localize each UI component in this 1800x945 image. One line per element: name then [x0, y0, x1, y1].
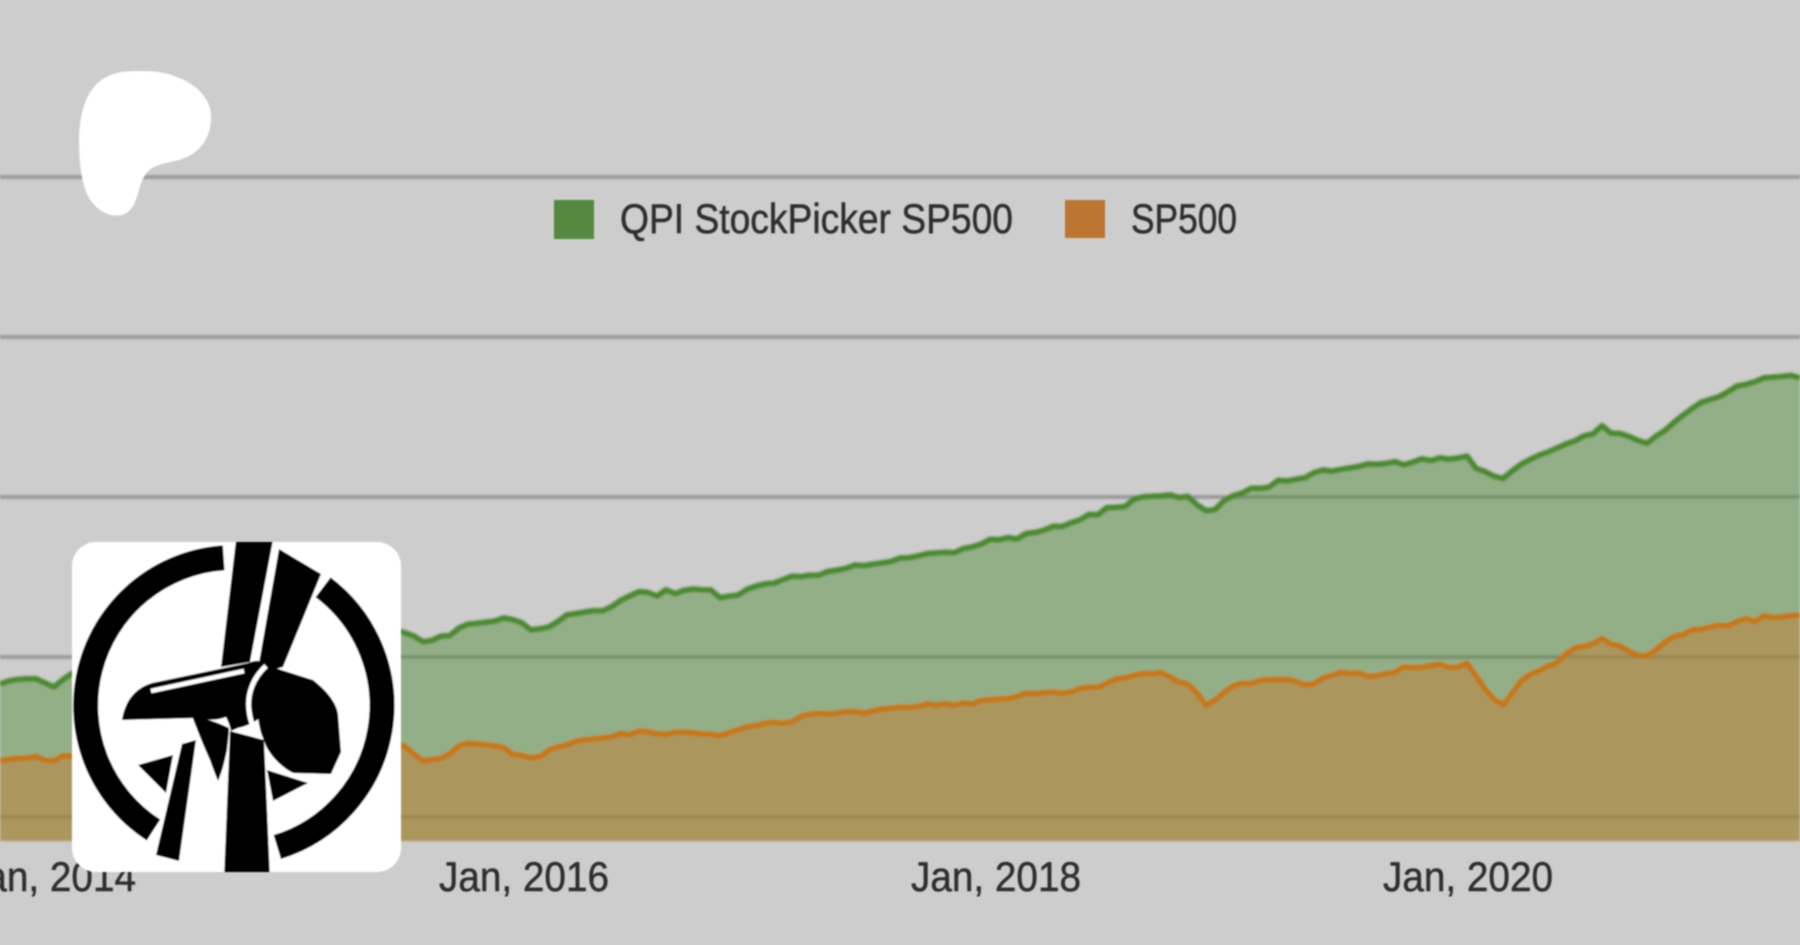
- svg-text:QPI StockPicker SP500: QPI StockPicker SP500: [620, 195, 1013, 242]
- svg-text:Jan, 2016: Jan, 2016: [439, 853, 609, 900]
- svg-text:SP500: SP500: [1131, 195, 1237, 242]
- svg-text:Jan, 2020: Jan, 2020: [1383, 853, 1553, 900]
- svg-text:Jan, 2018: Jan, 2018: [911, 853, 1081, 900]
